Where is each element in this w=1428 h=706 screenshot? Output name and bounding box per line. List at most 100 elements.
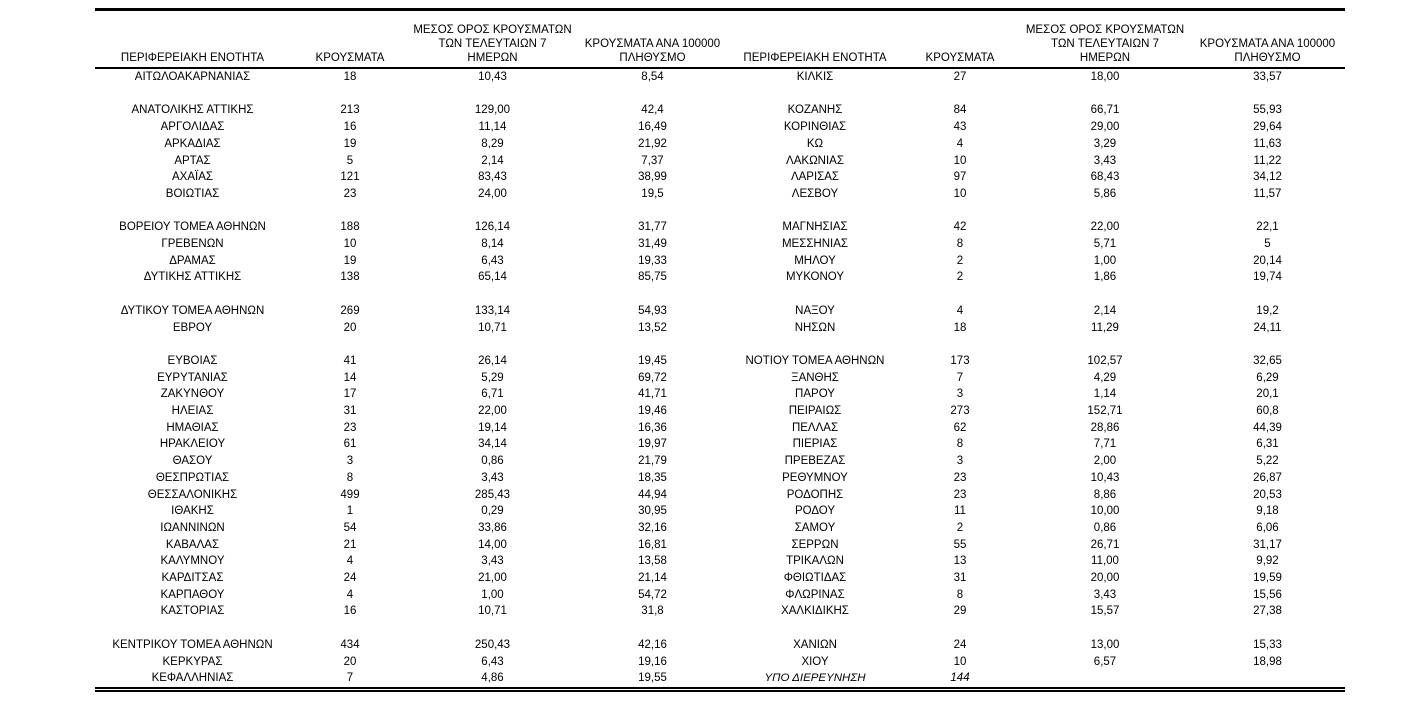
spacer-row <box>95 336 1345 353</box>
cases-right-cell: 27 <box>953 71 967 83</box>
avg7-right-cell <box>1020 670 1190 689</box>
region-left-cell: ΔΥΤΙΚΗΣ ΑΤΤΙΚΗΣ <box>143 271 242 284</box>
avg7-left-cell: 0,29 <box>481 505 504 518</box>
avg7-right-cell: 1,14 <box>1093 388 1117 401</box>
avg7-left-cell: 5,29 <box>481 371 504 384</box>
avg7-right-cell: 1,00 <box>1093 254 1117 267</box>
region-left-cell: ΚΕΝΤΡΙΚΟΥ ΤΟΜΕΑ ΑΘΗΝΩΝ <box>112 638 273 651</box>
cases-left-cell: 20 <box>343 321 357 334</box>
header-region-right: ΠΕΡΙΦΕΡΕΙΑΚΗ ΕΝΟΤΗΤΑ <box>730 9 900 69</box>
region-left-cell: ΘΕΣΣΑΛΟΝΙΚΗΣ <box>147 488 238 501</box>
header-per100k-right: ΚΡΟΥΣΜΑΤΑ ΑΝΑ 100000 ΠΛΗΘΥΣΜΟ <box>1190 9 1345 69</box>
cases-left-cell: 8 <box>346 471 354 484</box>
region-right-cell: ΞΑΝΘΗΣ <box>791 371 839 384</box>
cases-left-cell: 18 <box>343 71 357 83</box>
cases-by-regional-unit-table: ΠΕΡΙΦΕΡΕΙΑΚΗ ΕΝΟΤΗΤΑ ΚΡΟΥΣΜΑΤΑ ΜΕΣΟΣ ΟΡΟ… <box>95 8 1345 692</box>
cases-right-cell: 3 <box>956 388 964 401</box>
per100k-left-cell: 38,99 <box>638 171 667 184</box>
avg7-right-cell: 5,86 <box>1093 187 1117 200</box>
region-left-cell: ΚΑΒΑΛΑΣ <box>165 538 220 551</box>
avg7-left-cell: 129,00 <box>474 104 511 117</box>
header-avg7-right-line1: ΜΕΣΟΣ ΟΡΟΣ ΚΡΟΥΣΜΑΤΩΝ <box>1025 24 1185 36</box>
per100k-right-cell: 11,57 <box>1253 187 1282 200</box>
per100k-right-cell: 18,98 <box>1253 655 1282 668</box>
table-row: ΚΑΣΤΟΡΙΑΣ 16 10,71 31,8 ΧΑΛΚΙΔΙΚΗΣ 29 15,57 27,… <box>95 603 1345 620</box>
cases-right-cell: 43 <box>953 121 967 134</box>
per100k-right-cell: 20,14 <box>1253 254 1282 267</box>
per100k-right-cell: 26,87 <box>1253 471 1282 484</box>
per100k-left-cell: 7,37 <box>641 154 664 167</box>
region-right-cell: ΝΑΞΟΥ <box>795 304 835 317</box>
per100k-right-cell: 6,31 <box>1256 438 1279 451</box>
per100k-right-cell: 31,17 <box>1253 538 1282 551</box>
region-left-cell: ΓΡΕΒΕΝΩΝ <box>161 238 224 250</box>
per100k-left-cell: 19,16 <box>638 655 667 668</box>
cases-left-cell: 24 <box>343 572 357 585</box>
cases-right-cell: 7 <box>956 371 964 384</box>
region-right-cell: ΦΛΩΡΙΝΑΣ <box>785 588 845 601</box>
region-right-cell: ΤΡΙΚΑΛΩΝ <box>786 555 844 568</box>
per100k-left-cell: 32,16 <box>638 521 667 534</box>
spacer-cell <box>95 620 1345 637</box>
avg7-left-cell: 14,00 <box>478 538 507 551</box>
table-body: ΑΙΤΩΛΟΑΚΑΡΝΑΝΙΑΣ 18 10,43 8,54 ΚΙΛΚΙΣ 27 18,00… <box>95 68 1345 689</box>
region-right-cell: ΦΘΙΩΤΙΔΑΣ <box>783 572 847 585</box>
per100k-left-cell: 31,8 <box>641 605 664 618</box>
region-left-cell: ΑΝΑΤΟΛΙΚΗΣ ΑΤΤΙΚΗΣ <box>131 104 254 117</box>
cases-right-cell: 18 <box>953 321 967 334</box>
header-per100k-left-line1: ΚΡΟΥΣΜΑΤΑ ΑΝΑ 100000 <box>584 38 721 50</box>
avg7-left-cell: 126,14 <box>474 221 511 234</box>
cases-right-cell: 31 <box>953 572 967 585</box>
per100k-right-cell: 55,93 <box>1253 104 1282 117</box>
cases-left-cell: 41 <box>343 354 357 367</box>
per100k-right-cell: 32,65 <box>1253 354 1282 367</box>
avg7-right-cell: 29,00 <box>1090 121 1120 134</box>
region-right-cell: ΠΙΕΡΙΑΣ <box>792 438 838 451</box>
avg7-left-cell: 8,14 <box>481 238 504 250</box>
region-left-cell: ΚΑΣΤΟΡΙΑΣ <box>160 605 225 618</box>
region-left-cell: ΔΥΤΙΚΟΥ ΤΟΜΕΑ ΑΘΗΝΩΝ <box>120 304 265 317</box>
avg7-right-cell: 1,86 <box>1093 271 1117 284</box>
cases-left-cell: 19 <box>343 254 357 267</box>
cases-left-cell: 21 <box>343 538 357 551</box>
spacer-cell <box>95 86 1345 103</box>
region-left-cell: ΙΘΑΚΗΣ <box>171 505 214 518</box>
per100k-left-cell: 44,94 <box>638 488 667 501</box>
table-header: ΠΕΡΙΦΕΡΕΙΑΚΗ ΕΝΟΤΗΤΑ ΚΡΟΥΣΜΑΤΑ ΜΕΣΟΣ ΟΡΟ… <box>95 9 1345 69</box>
per100k-right-cell: 20,53 <box>1253 488 1282 501</box>
per100k-right-cell: 44,39 <box>1253 421 1282 434</box>
region-left-cell: ΚΕΡΚΥΡΑΣ <box>162 655 223 668</box>
region-left-cell: ΕΒΡΟΥ <box>172 321 213 334</box>
per100k-left-cell: 16,49 <box>638 121 667 134</box>
per100k-left-cell: 30,95 <box>638 505 667 518</box>
region-left-cell: ΒΟΡΕΙΟΥ ΤΟΜΕΑ ΑΘΗΝΩΝ <box>119 221 266 234</box>
per100k-right-cell: 19,59 <box>1253 572 1282 585</box>
avg7-left-cell: 0,86 <box>481 455 504 468</box>
per100k-right-cell: 15,56 <box>1253 588 1282 601</box>
per100k-left-cell: 42,16 <box>638 638 667 651</box>
cases-right-cell: 55 <box>953 538 967 551</box>
cases-right-cell: 23 <box>953 471 967 484</box>
header-per100k-left-line2: ΠΛΗΘΥΣΜΟ <box>619 52 686 64</box>
region-left-cell: ΑΡΓΟΛΙΔΑΣ <box>160 121 225 134</box>
per100k-right-cell: 24,11 <box>1253 321 1282 334</box>
per100k-left-cell: 85,75 <box>638 271 667 284</box>
spacer-row <box>95 286 1345 303</box>
cases-right-cell: 62 <box>953 421 967 434</box>
table-row: ΚΑΒΑΛΑΣ 21 14,00 16,81 ΣΕΡΡΩΝ 55 26,71 31,17 <box>95 537 1345 554</box>
avg7-right-cell: 5,71 <box>1093 238 1117 250</box>
region-left-cell: ΘΑΣΟΥ <box>172 455 213 468</box>
per100k-left-cell: 19,45 <box>638 354 667 367</box>
avg7-left-cell: 285,43 <box>474 488 511 501</box>
region-right-cell: ΛΕΣΒΟΥ <box>791 187 839 200</box>
per100k-left-cell: 8,54 <box>641 71 664 83</box>
spacer-row <box>95 86 1345 103</box>
header-avg7-right: ΜΕΣΟΣ ΟΡΟΣ ΚΡΟΥΣΜΑΤΩΝ ΤΩΝ ΤΕΛΕΥΤΑΙΩΝ 7 Η… <box>1020 9 1190 69</box>
cases-left-cell: 31 <box>343 405 357 417</box>
cases-right-cell: 144 <box>950 672 970 685</box>
header-row: ΠΕΡΙΦΕΡΕΙΑΚΗ ΕΝΟΤΗΤΑ ΚΡΟΥΣΜΑΤΑ ΜΕΣΟΣ ΟΡΟ… <box>95 9 1345 69</box>
per100k-right-cell: 11,22 <box>1253 154 1282 167</box>
table-row: ΑΡΓΟΛΙΔΑΣ 16 11,14 16,49 ΚΟΡΙΝΘΙΑΣ 43 29,00 29,… <box>95 119 1345 136</box>
region-left-cell: ΑΧΑΪΑΣ <box>172 171 213 184</box>
avg7-right-cell: 66,71 <box>1090 104 1120 117</box>
